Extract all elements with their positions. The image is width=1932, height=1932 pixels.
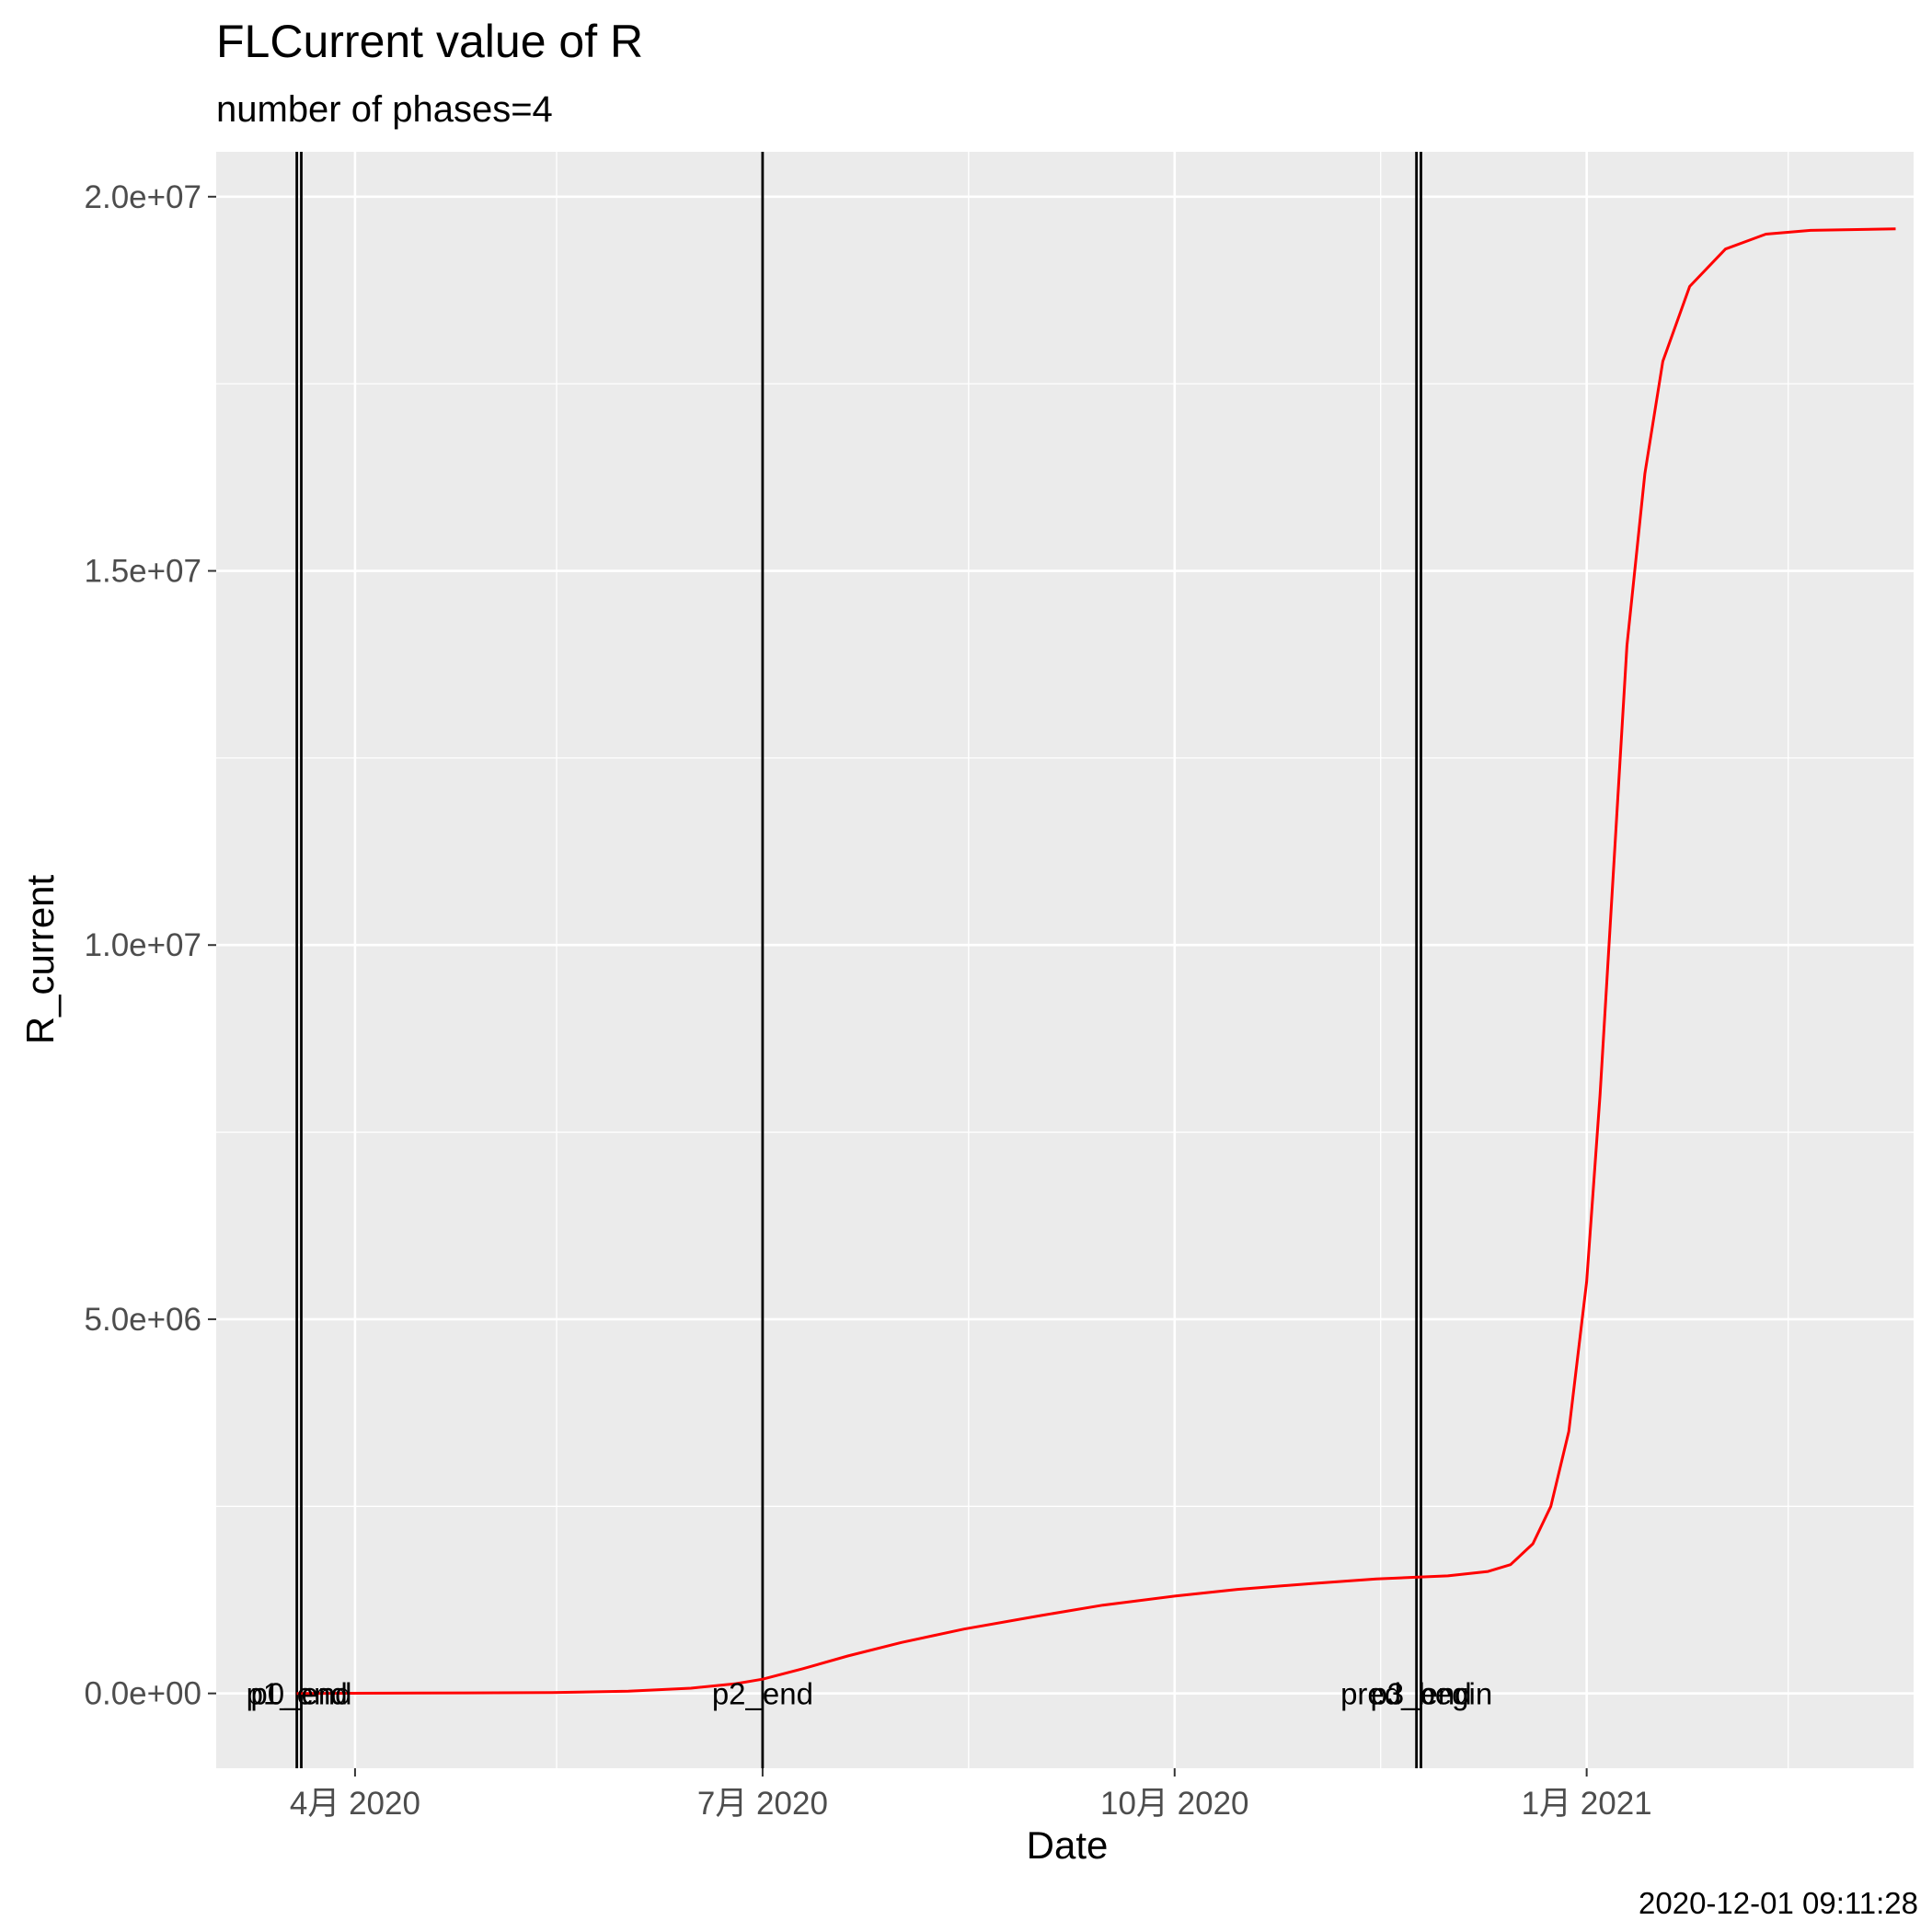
chart-subtitle: number of phases=4	[216, 89, 553, 130]
phase-label: p1_end	[247, 1677, 348, 1711]
chart-title: FLCurrent value of R	[216, 16, 643, 67]
series-line	[296, 227, 1896, 1696]
y-axis-title: R_current	[18, 874, 62, 1044]
phase-label: p2_end	[712, 1677, 813, 1711]
minor-gridlines	[216, 152, 1914, 1768]
y-tick-label: 1.5e+07	[85, 554, 202, 590]
x-tick-label: 10月 2020	[1100, 1786, 1249, 1822]
caption-timestamp: 2020-12-01 09:11:28	[1639, 1886, 1918, 1920]
y-tick-label: 1.0e+07	[85, 927, 202, 963]
x-tick-label: 7月 2020	[697, 1786, 828, 1822]
phase-lines	[295, 152, 1422, 1768]
x-axis: 4月 2020 7月 2020 10月 2020 1月 2021	[290, 1768, 1652, 1822]
phase-label: p0_end	[250, 1677, 351, 1711]
phase-label: pred_begin	[1340, 1677, 1492, 1711]
y-tick-label: 0.0e+00	[85, 1676, 202, 1712]
y-tick-label: 5.0e+06	[85, 1302, 202, 1338]
y-axis: 0.0e+00 5.0e+06 1.0e+07 1.5e+07 2.0e+07	[85, 179, 216, 1712]
y-tick-label: 2.0e+07	[85, 179, 202, 215]
plot-panel	[216, 152, 1914, 1768]
x-tick-label: 4月 2020	[290, 1786, 420, 1822]
x-tick-label: 1月 2021	[1522, 1786, 1652, 1822]
x-axis-title: Date	[1027, 1823, 1109, 1867]
series-layer	[296, 227, 1896, 1696]
phase-label: p3_end	[1370, 1677, 1471, 1711]
